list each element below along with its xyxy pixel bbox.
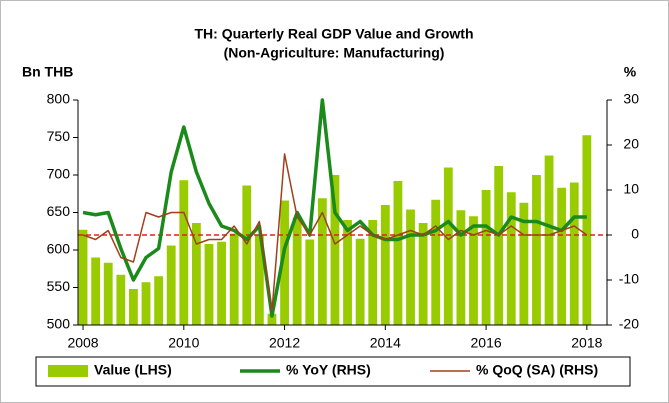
bar — [292, 217, 302, 325]
chart-subtitle: (Non-Agriculture: Manufacturing) — [224, 45, 445, 61]
bar — [116, 274, 126, 325]
y-tick-label: 550 — [47, 278, 71, 294]
bar — [393, 181, 403, 325]
bar — [494, 166, 504, 325]
bar — [418, 223, 428, 325]
line-series — [82, 153, 588, 313]
bar — [443, 167, 453, 325]
bar — [481, 190, 491, 325]
x-tick-label: 2008 — [67, 335, 98, 351]
legend-label: % YoY (RHS) — [286, 362, 371, 378]
bar — [343, 220, 352, 325]
y2-tick-label: -20 — [619, 316, 639, 332]
bar — [103, 262, 113, 325]
y2-tick-label: -10 — [619, 271, 639, 287]
bar — [557, 187, 567, 325]
bar — [569, 182, 579, 325]
bar — [229, 233, 239, 325]
bar — [267, 313, 277, 325]
bar — [254, 235, 264, 325]
y-tick-label: 800 — [47, 91, 71, 107]
bar — [544, 155, 554, 325]
y-tick-label: 650 — [47, 203, 71, 219]
bar — [330, 175, 340, 325]
y2-tick-label: 0 — [631, 226, 639, 242]
chart-title: TH: Quarterly Real GDP Value and Growth — [194, 26, 473, 42]
bar — [380, 205, 390, 325]
bar — [431, 199, 441, 325]
bar — [141, 282, 151, 325]
bar — [317, 198, 327, 325]
y2-tick-label: 20 — [623, 136, 639, 152]
bar — [166, 245, 176, 325]
bar — [305, 239, 315, 325]
bar — [519, 202, 529, 325]
bar — [204, 244, 214, 325]
bar — [355, 238, 365, 325]
bar — [154, 276, 164, 325]
bar — [469, 216, 478, 325]
bar — [456, 210, 466, 325]
legend-label: Value (LHS) — [94, 362, 172, 378]
bar — [280, 200, 289, 325]
y-tick-label: 700 — [47, 166, 71, 182]
y2-axis-label: % — [624, 64, 637, 80]
legend-box — [35, 356, 631, 387]
legend-swatch — [48, 365, 88, 377]
x-tick-label: 2016 — [471, 335, 502, 351]
bar — [368, 220, 378, 325]
bar — [179, 180, 189, 325]
y-tick-label: 750 — [47, 128, 71, 144]
bar — [582, 135, 592, 325]
bar — [78, 229, 88, 325]
y2-tick-label: 30 — [623, 91, 639, 107]
x-tick-label: 2010 — [168, 335, 199, 351]
bar — [129, 289, 138, 325]
line-series — [82, 98, 587, 318]
x-tick-label: 2018 — [571, 335, 602, 351]
bar — [217, 241, 226, 325]
y-tick-label: 500 — [47, 316, 71, 332]
y-tick-label: 600 — [47, 241, 71, 257]
x-tick-label: 2014 — [370, 335, 401, 351]
bar — [532, 175, 541, 325]
bar — [242, 185, 252, 325]
bar — [91, 257, 101, 325]
bar — [406, 209, 415, 325]
bar — [191, 223, 201, 325]
y2-tick-label: 10 — [623, 181, 639, 197]
bar — [506, 192, 516, 325]
y-axis-label: Bn THB — [22, 64, 73, 80]
legend-label: % QoQ (SA) (RHS) — [476, 362, 598, 378]
x-tick-label: 2012 — [269, 335, 300, 351]
